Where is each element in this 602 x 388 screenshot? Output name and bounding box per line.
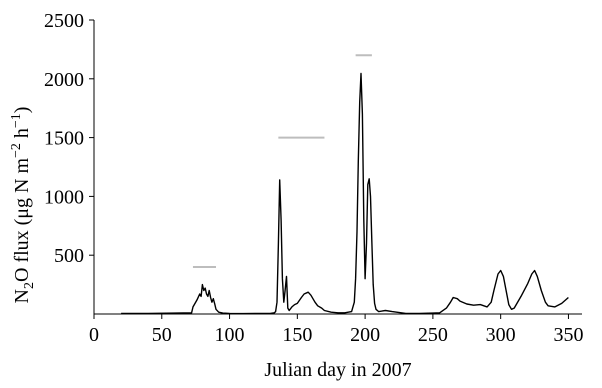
y-tick-label: 1500 bbox=[44, 128, 84, 150]
y-axis-title-part: ) bbox=[11, 107, 33, 114]
y-tick-label: 2000 bbox=[44, 69, 84, 91]
y-axis-title-part: O flux (μg N m bbox=[11, 158, 33, 282]
x-tick-label: 250 bbox=[418, 324, 448, 346]
y-axis-title: N2O flux (μg N m−2 h−1) bbox=[9, 107, 37, 304]
x-axis-title: Julian day in 2007 bbox=[264, 359, 411, 381]
y-tick-label: 2500 bbox=[44, 10, 84, 32]
series-line-group bbox=[121, 72, 569, 315]
n2o-flux-series-line bbox=[121, 72, 569, 315]
y-axis-title-superscript: −2 bbox=[9, 143, 24, 158]
x-tick-label: 150 bbox=[282, 324, 312, 346]
y-tick-label: 500 bbox=[54, 245, 84, 267]
annotation-bars bbox=[192, 54, 372, 268]
axes bbox=[89, 19, 582, 319]
x-tick-label: 200 bbox=[350, 324, 380, 346]
x-tick-label: 50 bbox=[152, 324, 172, 346]
tick-labels: 0 50 100 150 200 250 300 350 500 1000 1500 2000 2500 bbox=[44, 10, 583, 346]
y-axis-title-part: N bbox=[11, 289, 33, 303]
y-tick-label: 1000 bbox=[44, 186, 84, 208]
x-tick-label: 100 bbox=[215, 324, 245, 346]
y-axis-title-subscript: 2 bbox=[22, 282, 37, 289]
x-tick-label: 300 bbox=[486, 324, 516, 346]
x-tick-label: 0 bbox=[89, 324, 99, 346]
y-axis-title-superscript: −1 bbox=[9, 113, 24, 128]
x-tick-label: 350 bbox=[553, 324, 583, 346]
y-axis-title-part: h bbox=[11, 128, 33, 143]
